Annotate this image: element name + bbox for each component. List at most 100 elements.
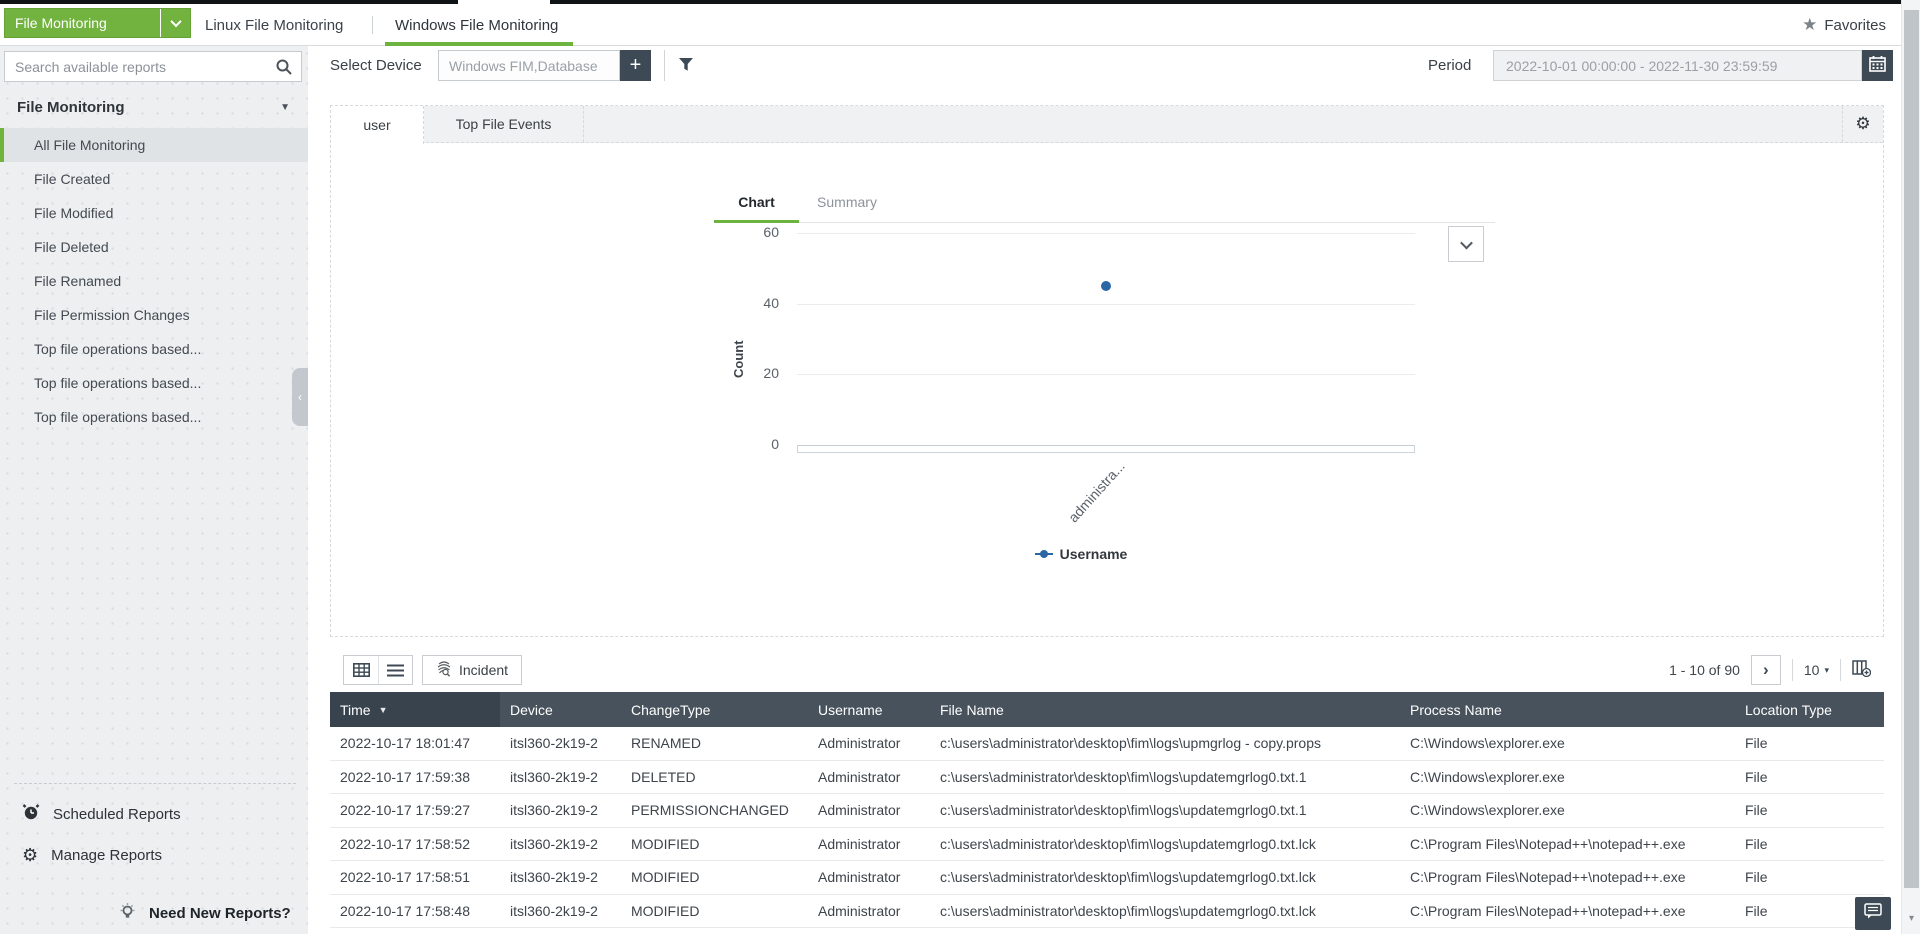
sidebar-item[interactable]: File Modified xyxy=(34,205,114,221)
sidebar-report-list: All File Monitoring File Created File Modi… xyxy=(0,128,308,434)
chart-view-tab[interactable]: Chart xyxy=(738,194,775,210)
chevron-down-icon xyxy=(160,9,190,37)
cell-location-type: File xyxy=(1745,735,1768,752)
y-gridline xyxy=(797,233,1415,234)
sidebar-collapse-handle[interactable]: ‹ xyxy=(292,368,308,426)
chevron-left-icon: ‹ xyxy=(298,390,302,404)
tab-user[interactable]: user xyxy=(331,106,424,144)
device-input[interactable] xyxy=(438,50,620,81)
cell-time: 2022-10-17 17:59:27 xyxy=(340,802,470,819)
cell-process-name: C:\Program Files\Notepad++\notepad++.exe xyxy=(1410,835,1686,852)
sidebar-item[interactable]: File Renamed xyxy=(34,273,122,289)
add-device-button[interactable]: + xyxy=(620,50,651,81)
cell-location-type: File xyxy=(1745,768,1768,785)
vertical-scrollbar[interactable]: ▾ xyxy=(1901,0,1920,934)
column-header-changetype[interactable]: ChangeType xyxy=(631,701,711,718)
chart-legend[interactable]: Username xyxy=(1001,546,1161,562)
column-header-file-name[interactable]: File Name xyxy=(940,701,1004,718)
manage-reports-button[interactable]: ⚙ Manage Reports xyxy=(22,845,163,865)
report-tab-bar: user Top File Events ⚙ xyxy=(331,106,1883,144)
sidebar-item[interactable]: File Deleted xyxy=(34,239,109,255)
cell-time: 2022-10-17 17:58:51 xyxy=(340,869,470,886)
calendar-button[interactable] xyxy=(1862,50,1893,81)
sidebar-section-file-monitoring[interactable]: File Monitoring ▼ xyxy=(17,99,290,116)
cell-file-name: c:\users\administrator\desktop\fim\logs\… xyxy=(940,902,1316,919)
need-new-reports-button[interactable]: Need New Reports? xyxy=(118,902,291,925)
pagination: 1 - 10 of 90 › 10 ▾ xyxy=(1669,655,1872,685)
summary-view-tab[interactable]: Summary xyxy=(817,194,877,210)
column-header-device[interactable]: Device xyxy=(510,701,553,718)
sidebar-item[interactable]: File Permission Changes xyxy=(34,307,190,323)
table-row[interactable]: 2022-10-17 17:59:27 itsl360-2k19-2 PERMISS… xyxy=(330,794,1884,828)
y-axis-tick-label: 20 xyxy=(763,365,779,382)
search-input[interactable] xyxy=(5,52,301,81)
table-row[interactable]: 2022-10-17 17:58:51 itsl360-2k19-2 MODIFIE… xyxy=(330,861,1884,895)
page-size-select[interactable]: 10 ▾ xyxy=(1804,662,1829,678)
cell-changetype: PERMISSIONCHANGED xyxy=(631,802,789,819)
legend-marker-icon xyxy=(1034,549,1053,559)
sidebar-item[interactable]: Top file operations based... xyxy=(34,409,202,425)
chevron-right-icon: › xyxy=(1763,660,1769,679)
table-row[interactable]: 2022-10-17 17:59:38 itsl360-2k19-2 DELETED… xyxy=(330,760,1884,794)
table-row[interactable]: 2022-10-17 18:01:47 itsl360-2k19-2 RENAMED… xyxy=(330,727,1884,761)
next-page-button[interactable]: › xyxy=(1750,655,1781,685)
section-collapse-caret-icon: ▼ xyxy=(280,102,290,113)
tab-linux-file-monitoring[interactable]: Linux File Monitoring xyxy=(205,16,344,34)
y-axis-tick-label: 40 xyxy=(763,294,779,311)
gear-icon: ⚙ xyxy=(22,845,39,865)
incident-button[interactable]: Incident xyxy=(422,655,523,685)
cell-process-name: C:\Windows\explorer.exe xyxy=(1410,768,1565,785)
report-search xyxy=(4,51,302,82)
search-icon[interactable] xyxy=(275,58,293,81)
table-body: 2022-10-17 18:01:47 itsl360-2k19-2 RENAMED… xyxy=(330,727,1884,928)
table-row[interactable]: 2022-10-17 17:58:48 itsl360-2k19-2 MODIFIE… xyxy=(330,894,1884,928)
grid-view-icon xyxy=(352,663,370,677)
scheduled-reports-button[interactable]: Scheduled Reports xyxy=(22,803,181,825)
filter-separator xyxy=(664,50,665,81)
cell-username: Administrator xyxy=(818,869,901,886)
period-input[interactable] xyxy=(1493,50,1862,81)
data-point-username-administrator[interactable] xyxy=(1101,281,1111,291)
filter-funnel-icon[interactable] xyxy=(678,57,694,77)
column-header-username[interactable]: Username xyxy=(818,701,883,718)
y-gridline xyxy=(797,374,1415,376)
cell-username: Administrator xyxy=(818,802,901,819)
list-view-icon xyxy=(387,664,404,676)
cell-changetype: DELETED xyxy=(631,768,696,785)
sidebar-item[interactable]: Top file operations based... xyxy=(34,341,202,357)
cell-time: 2022-10-17 18:01:47 xyxy=(340,735,470,752)
cell-changetype: MODIFIED xyxy=(631,835,700,852)
column-header-location-type[interactable]: Location Type xyxy=(1745,701,1832,718)
tab-top-file-events[interactable]: Top File Events xyxy=(424,106,584,142)
manage-columns-button[interactable] xyxy=(1852,660,1872,680)
chart-options-dropdown[interactable] xyxy=(1448,226,1484,262)
module-dropdown[interactable]: File Monitoring xyxy=(4,8,191,38)
scroll-down-arrow-icon[interactable]: ▾ xyxy=(1908,913,1915,924)
grid-view-button[interactable] xyxy=(344,656,378,684)
cell-location-type: File xyxy=(1745,802,1768,819)
cell-location-type: File xyxy=(1745,835,1768,852)
period-label: Period xyxy=(1428,57,1472,74)
cell-location-type: File xyxy=(1745,869,1768,886)
feedback-chat-button[interactable] xyxy=(1855,897,1891,930)
sidebar-item[interactable]: File Created xyxy=(34,171,111,187)
cell-time: 2022-10-17 17:58:48 xyxy=(340,902,470,919)
list-view-button[interactable] xyxy=(378,656,412,684)
cell-process-name: C:\Program Files\Notepad++\notepad++.exe xyxy=(1410,902,1686,919)
tab-windows-file-monitoring[interactable]: Windows File Monitoring xyxy=(395,16,559,34)
favorites-button[interactable]: ★ Favorites xyxy=(1802,4,1886,46)
cell-process-name: C:\Windows\explorer.exe xyxy=(1410,802,1565,819)
sidebar-item[interactable]: Top file operations based... xyxy=(34,375,202,391)
report-settings-button[interactable]: ⚙ xyxy=(1842,106,1883,142)
table-row[interactable]: 2022-10-17 17:58:52 itsl360-2k19-2 MODIFIE… xyxy=(330,827,1884,861)
cell-username: Administrator xyxy=(818,835,901,852)
cell-file-name: c:\users\administrator\desktop\fim\logs\… xyxy=(940,869,1316,886)
sidebar-item[interactable]: All File Monitoring xyxy=(0,128,308,162)
module-dropdown-label: File Monitoring xyxy=(15,15,107,31)
scrollbar-thumb[interactable] xyxy=(1904,10,1919,888)
window-top-edge xyxy=(0,0,1920,4)
column-header-time[interactable]: Time ▼ xyxy=(330,692,500,727)
chevron-down-icon xyxy=(1459,236,1473,249)
column-header-process-name[interactable]: Process Name xyxy=(1410,701,1502,718)
